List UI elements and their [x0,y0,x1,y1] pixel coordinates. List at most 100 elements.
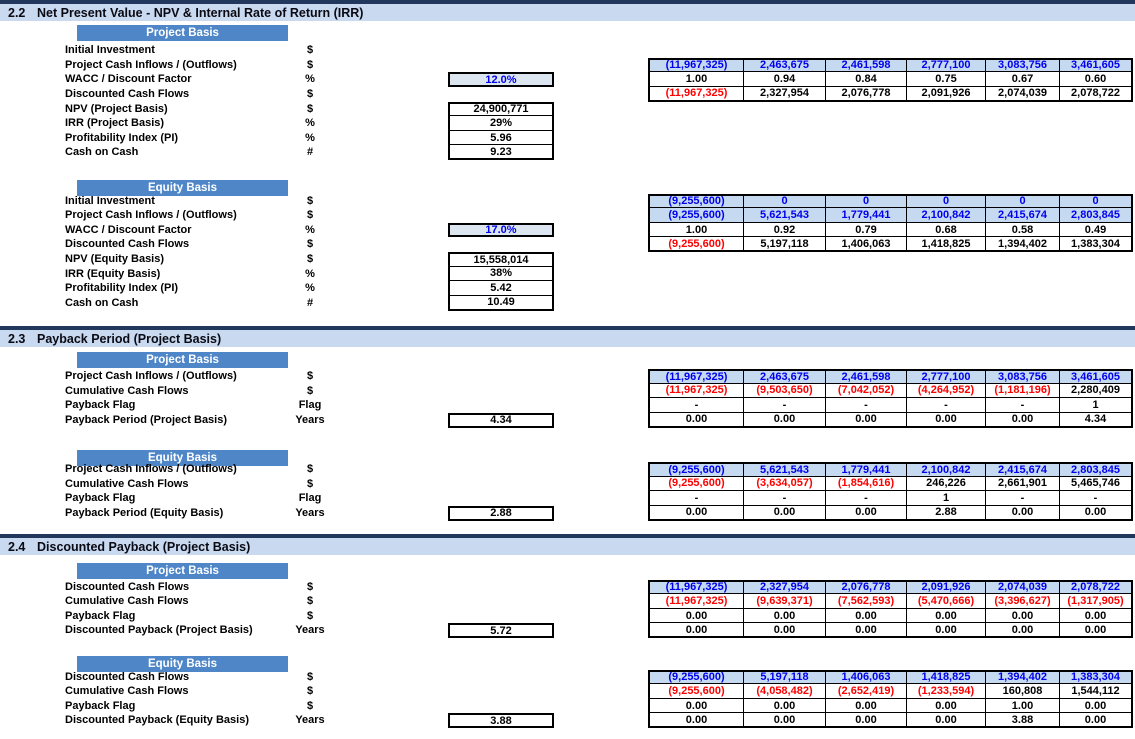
table-cell: - [743,398,825,413]
table-row: (11,967,325) (9,639,371) (7,562,593) (5,470… [648,594,1133,609]
table-cell[interactable]: 2,461,598 [825,369,906,384]
row-label: Profitability Index (PI) [65,131,179,144]
unit-label: $ [306,209,314,222]
unit-label: $ [306,670,314,683]
unit-label: $ [306,580,314,593]
table-cell[interactable]: 2,777,100 [906,369,985,384]
row-label: Payback Flag [65,492,136,505]
table-cell[interactable]: 0 [1059,193,1133,209]
table-cell[interactable]: 2,463,675 [743,369,825,384]
table-cell: 0.00 [648,505,743,521]
table-cell[interactable]: (9,255,600) [648,208,743,223]
table-cell[interactable]: (9,255,600) [648,669,743,685]
table-row: (9,255,600) 5,197,118 1,406,063 1,418,825 1,… [648,237,1133,252]
table-cell[interactable]: 5,621,543 [743,462,825,477]
section-title: Discounted Payback (Project Basis) [37,540,251,554]
table-cell[interactable]: (11,967,325) [648,579,743,595]
table-row: (9,255,600) 5,197,118 1,406,063 1,418,825 1,… [648,669,1133,685]
table-cell[interactable]: 2,327,954 [743,579,825,595]
table-cell[interactable]: 2,803,845 [1059,208,1133,223]
table-row: 0.00 0.00 0.00 0.00 0.00 0.00 [648,623,1133,638]
row-label: Project Cash Inflows / (Outflows) [65,370,237,382]
table-cell[interactable]: 1,383,304 [1059,669,1133,685]
table-cell: (4,058,482) [743,684,825,699]
row-label: Payback Period (Equity Basis) [65,506,224,519]
table-cell[interactable]: 2,415,674 [985,208,1059,223]
row-label: WACC / Discount Factor [65,223,192,236]
table-row: (9,255,600) 5,621,543 1,779,441 2,100,842 2,… [648,208,1133,223]
input-cell[interactable]: 12.0% [448,72,554,87]
table-cell[interactable]: 5,197,118 [743,669,825,685]
table-cell[interactable]: 3,461,605 [1059,57,1133,73]
input-cell[interactable]: 17.0% [448,222,554,238]
unit-label: # [306,296,314,309]
table-cell: 5,465,746 [1059,476,1133,492]
row-label: Cash on Cash [65,146,139,159]
table-cell[interactable]: 1,406,063 [825,669,906,685]
table-row: (9,255,600) (4,058,482) (2,652,419) (1,233,… [648,684,1133,699]
table-cell[interactable]: 3,083,756 [985,369,1059,384]
result-cell: 4.34 [448,412,554,428]
table-cell: 0.00 [648,412,743,428]
table-cell[interactable]: 2,463,675 [743,57,825,73]
table-cell: 0.00 [825,623,906,638]
sheet-row: Payback Period (Project Basis) Years 4.34 0… [0,412,1135,428]
table-cell: (1,181,196) [985,383,1059,399]
table-cell[interactable]: (9,255,600) [648,193,743,209]
row-label: Payback Flag [65,609,136,622]
table-cell: 0.79 [825,222,906,238]
table-cell: 2,327,954 [743,86,825,102]
table-cell[interactable]: 0 [906,193,985,209]
table-cell[interactable]: 5,621,543 [743,208,825,223]
table-cell[interactable]: 0 [985,193,1059,209]
sheet-row: Payback Flag $0.00 0.00 0.00 0.00 1.00 0.00 [0,698,1135,714]
table-cell[interactable]: 2,076,778 [825,579,906,595]
table-cell[interactable]: 0 [743,193,825,209]
table-cell[interactable]: 2,074,039 [985,579,1059,595]
table-cell[interactable]: 2,461,598 [825,57,906,73]
table-cell[interactable]: 2,078,722 [1059,579,1133,595]
sheet-row: Cash on Cash #9.23 [0,145,1135,161]
table-cell: (11,967,325) [648,594,743,609]
table-cell: 0.00 [825,698,906,714]
table-cell: 1,544,112 [1059,684,1133,699]
table-cell[interactable]: 2,777,100 [906,57,985,73]
row-label: Project Cash Inflows / (Outflows) [65,463,237,475]
unit-label: % [305,73,315,86]
sheet-row: Initial Investment $ (9,255,600) 0 0 0 0 0 [0,193,1135,209]
table-cell[interactable]: 2,091,926 [906,579,985,595]
table-cell[interactable]: 1,418,825 [906,669,985,685]
row-label: Initial Investment [65,194,155,207]
table-cell: - [743,491,825,506]
table-row: 0.00 0.00 0.00 0.00 0.00 0.00 [648,608,1133,624]
table-cell[interactable]: 1,779,441 [825,462,906,477]
sheet-row: Project Cash Inflows / (Outflows) $ (9,255… [0,208,1135,223]
table-cell[interactable]: 2,100,842 [906,208,985,223]
unit-label: $ [306,384,314,397]
sheet-row: Cumulative Cash Flows $ (9,255,600) (4,058,… [0,684,1135,699]
table-cell: 3.88 [985,713,1059,728]
sheet-row: Cumulative Cash Flows $ (11,967,325) (9,503… [0,383,1135,399]
table-cell[interactable]: 0 [825,193,906,209]
table-cell[interactable]: 2,100,842 [906,462,985,477]
table-cell: (9,255,600) [648,237,743,252]
sheet-row: Payback Period (Equity Basis) Years 2.88 0.… [0,505,1135,521]
row-label: Project Cash Inflows / (Outflows) [65,58,237,71]
table-cell[interactable]: (11,967,325) [648,57,743,73]
table-cell: 2,661,901 [985,476,1059,492]
table-cell[interactable]: (9,255,600) [648,462,743,477]
table-cell[interactable]: 3,461,605 [1059,369,1133,384]
sheet-row: Payback Flag $0.00 0.00 0.00 0.00 0.00 0.00 [0,608,1135,624]
sheet-row: WACC / Discount Factor% 17.0% 1.00 0.92 0.79… [0,222,1135,238]
table-cell[interactable]: 1,779,441 [825,208,906,223]
table-cell: 0.00 [1059,713,1133,728]
table-row: (9,255,600) (3,634,057) (1,854,616) 246,226… [648,476,1133,492]
table-cell[interactable]: 3,083,756 [985,57,1059,73]
table-cell[interactable]: 2,803,845 [1059,462,1133,477]
table-cell[interactable]: (11,967,325) [648,369,743,384]
unit-label: $ [306,238,314,251]
table-cell[interactable]: 2,415,674 [985,462,1059,477]
table-cell: - [985,398,1059,413]
unit-label: Years [295,714,325,727]
table-cell[interactable]: 1,394,402 [985,669,1059,685]
